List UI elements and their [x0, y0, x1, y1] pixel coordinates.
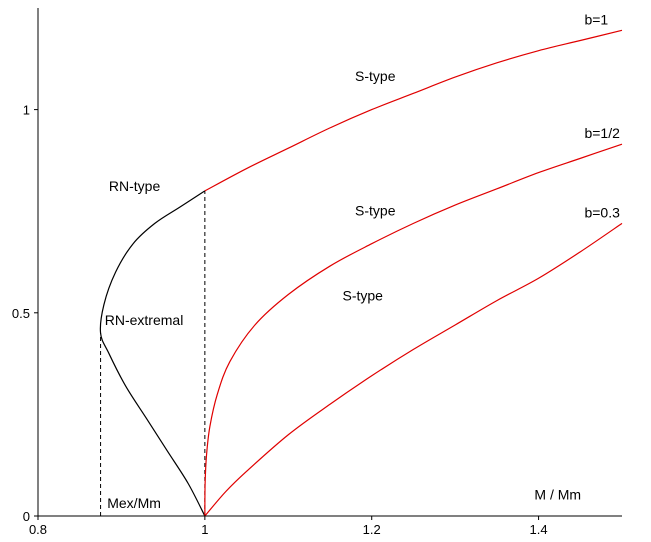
- x-tick-label: 1.4: [530, 522, 548, 537]
- guide-lines: [100, 190, 206, 516]
- annotation-rn_ext: RN-extremal: [105, 312, 184, 328]
- annotations: b=1 b=1/2 b=0.3 S-type S-type S-type RN-type RN…: [59, 0, 620, 511]
- annotation-b03: b=0.3: [584, 204, 620, 220]
- annotation-s3: S-type: [343, 288, 384, 304]
- y-tick-label: 1: [23, 103, 30, 118]
- annotation-s2: S-type: [355, 202, 396, 218]
- annotation-rn_type: RN-type: [109, 178, 161, 194]
- annotation-mex: Mex/Mm: [107, 495, 161, 511]
- x-tick-label: 1.2: [363, 522, 381, 537]
- ticks: 0.8 1 1.2 1.4 0 0.5 1: [12, 103, 548, 537]
- annotation-b1: b=1: [584, 11, 608, 27]
- x-tick-label: 0.8: [29, 522, 47, 537]
- x-tick-label: 1: [201, 522, 208, 537]
- series-line-b03: [204, 222, 623, 517]
- series-line-rn: [99, 190, 206, 517]
- y-tick-label: 0: [23, 509, 30, 524]
- annotation-ylabel: r+: [59, 0, 72, 3]
- series-group: [99, 29, 623, 517]
- annotation-bhalf: b=1/2: [584, 125, 620, 141]
- annotation-xlabel: M / Mm: [534, 487, 581, 503]
- series-line-b_half: [204, 143, 623, 517]
- axes: [37, 8, 622, 517]
- y-tick-label: 0.5: [12, 306, 30, 321]
- annotation-s1: S-type: [355, 68, 396, 84]
- series-line-b1: [204, 29, 623, 192]
